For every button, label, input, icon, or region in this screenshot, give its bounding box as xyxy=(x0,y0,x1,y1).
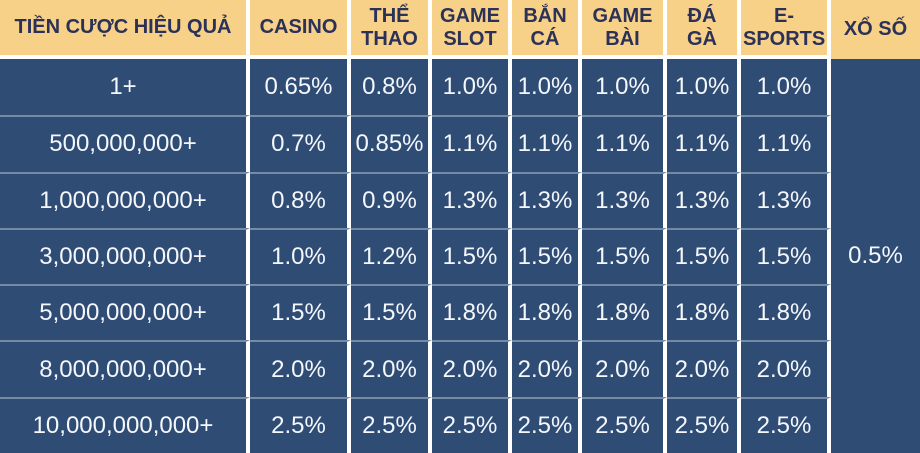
rebate-value: 1.1% xyxy=(582,115,667,172)
col-header-ban-ca: BẮN CÁ xyxy=(512,0,582,59)
rebate-value: 1.0% xyxy=(667,59,741,116)
rebate-value: 2.5% xyxy=(512,396,582,453)
table-row: 500,000,000+ 0.7% 0.85% 1.1% 1.1% 1.1% 1… xyxy=(0,115,920,172)
rebate-value: 1.8% xyxy=(512,284,582,341)
rebate-value: 2.0% xyxy=(667,340,741,397)
rebate-value: 0.8% xyxy=(250,171,351,228)
rebate-value: 1.5% xyxy=(667,227,741,285)
table-row: 1+ 0.65% 0.8% 1.0% 1.0% 1.0% 1.0% 1.0% 0… xyxy=(0,59,920,453)
rebate-value: 0.65% xyxy=(250,59,351,116)
rebate-value: 1.0% xyxy=(250,227,351,285)
rebate-value: 1.5% xyxy=(432,227,512,285)
bet-tier-label: 1+ xyxy=(0,59,250,116)
col-header-e-sports: E- SPORTS xyxy=(741,0,831,59)
bet-tier-label: 500,000,000+ xyxy=(0,115,250,172)
rebate-value: 1.1% xyxy=(741,115,831,172)
col-header-game-bai: GAME BÀI xyxy=(582,0,667,59)
col-header-effective-bet: TIỀN CƯỢC HIỆU QUẢ xyxy=(0,0,250,59)
rebate-value: 1.3% xyxy=(741,171,831,228)
rebate-value: 1.5% xyxy=(250,284,351,341)
rebate-value: 1.8% xyxy=(667,284,741,341)
rebate-value: 1.3% xyxy=(512,171,582,228)
bet-tier-label: 10,000,000,000+ xyxy=(0,396,250,453)
rebate-value: 2.5% xyxy=(741,396,831,453)
bet-tier-label: 3,000,000,000+ xyxy=(0,227,250,285)
rebate-value: 2.5% xyxy=(432,396,512,453)
rebate-value: 1.8% xyxy=(741,284,831,341)
rebate-value: 1.0% xyxy=(741,59,831,116)
rebate-value: 1.2% xyxy=(351,227,432,285)
rebate-value: 0.85% xyxy=(351,115,432,172)
table-row: 10,000,000,000+ 2.5% 2.5% 2.5% 2.5% 2.5%… xyxy=(0,396,920,453)
table-row: 8,000,000,000+ 2.0% 2.0% 2.0% 2.0% 2.0% … xyxy=(0,340,920,397)
rebate-value: 2.0% xyxy=(351,340,432,397)
rebate-value: 2.0% xyxy=(250,340,351,397)
col-header-xo-so: XỔ SỐ xyxy=(831,0,920,59)
rebate-value: 2.0% xyxy=(582,340,667,397)
rebate-value: 1.8% xyxy=(582,284,667,341)
rebate-value: 0.8% xyxy=(351,59,432,116)
col-header-game-slot: GAME SLOT xyxy=(432,0,512,59)
rebate-value: 1.5% xyxy=(582,227,667,285)
rebate-value: 2.5% xyxy=(351,396,432,453)
rebate-value: 2.0% xyxy=(432,340,512,397)
lottery-merged-cell: 0.5% xyxy=(831,59,920,453)
rebate-value: 1.1% xyxy=(512,115,582,172)
rebate-value: 1.0% xyxy=(512,59,582,116)
bet-tier-label: 1,000,000,000+ xyxy=(0,171,250,228)
col-header-da-ga: ĐÁ GÀ xyxy=(667,0,741,59)
col-header-casino: CASINO xyxy=(250,0,351,59)
rebate-value: 1.3% xyxy=(432,171,512,228)
rebate-value: 1.5% xyxy=(741,227,831,285)
rebate-value: 1.0% xyxy=(432,59,512,116)
bet-tier-label: 8,000,000,000+ xyxy=(0,340,250,397)
rebate-value: 1.8% xyxy=(432,284,512,341)
table-row: 3,000,000,000+ 1.0% 1.2% 1.5% 1.5% 1.5% … xyxy=(0,227,920,285)
table-row: 5,000,000,000+ 1.5% 1.5% 1.8% 1.8% 1.8% … xyxy=(0,284,920,341)
rebate-value: 2.5% xyxy=(667,396,741,453)
rebate-value: 2.5% xyxy=(250,396,351,453)
rebate-value: 1.3% xyxy=(582,171,667,228)
bet-tier-label: 5,000,000,000+ xyxy=(0,284,250,341)
table-row: 1,000,000,000+ 0.8% 0.9% 1.3% 1.3% 1.3% … xyxy=(0,171,920,228)
rebate-value: 1.5% xyxy=(512,227,582,285)
rebate-value: 2.0% xyxy=(512,340,582,397)
rebate-value: 1.5% xyxy=(351,284,432,341)
rebate-value: 2.5% xyxy=(582,396,667,453)
rebate-value: 1.1% xyxy=(667,115,741,172)
rebate-value: 1.3% xyxy=(667,171,741,228)
rebate-value: 2.0% xyxy=(741,340,831,397)
rebate-value: 0.7% xyxy=(250,115,351,172)
rebate-value: 1.0% xyxy=(582,59,667,116)
header-row: TIỀN CƯỢC HIỆU QUẢ CASINO THỂ THAO GAME … xyxy=(0,0,920,59)
rebate-value: 1.1% xyxy=(432,115,512,172)
rebate-value: 0.9% xyxy=(351,171,432,228)
col-header-the-thao: THỂ THAO xyxy=(351,0,432,59)
